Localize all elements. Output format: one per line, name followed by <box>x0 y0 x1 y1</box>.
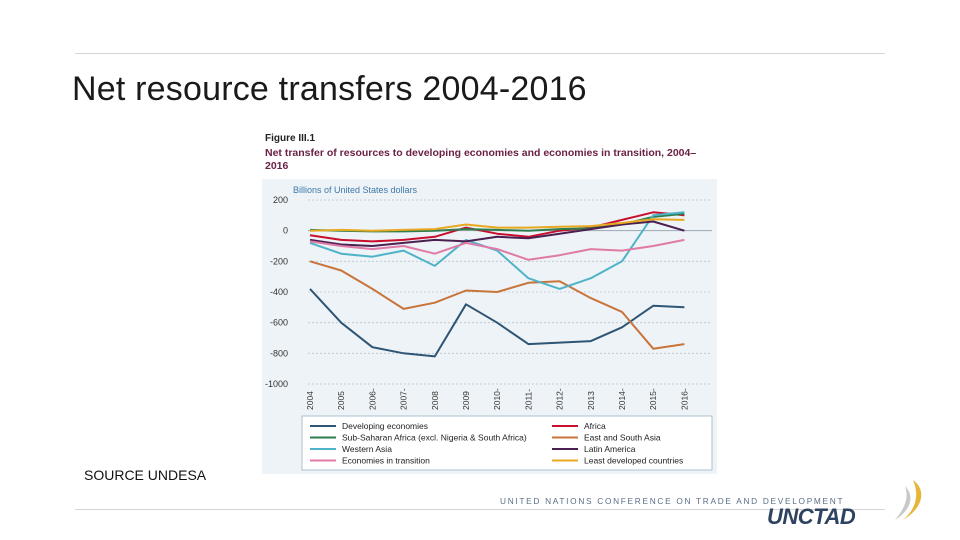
legend-entry: Africa <box>584 421 606 431</box>
series-line <box>309 211 685 290</box>
x-tick-label: 2006- <box>367 388 377 410</box>
x-tick-label: 2014- <box>617 388 627 410</box>
series-line <box>309 218 685 232</box>
legend-entry: Western Asia <box>342 444 392 454</box>
y-tick-label: 200 <box>273 195 288 205</box>
x-tick-label: 2008 <box>430 391 440 410</box>
legend-entry: Sub-Saharan Africa (excl. Nigeria & Sout… <box>342 433 527 443</box>
figure-caption: Net transfer of resources to developing … <box>265 147 697 172</box>
series-line <box>309 211 685 243</box>
legend-box <box>301 415 713 471</box>
slide-title: Net resource transfers 2004-2016 <box>72 70 587 108</box>
x-tick-label: 2012- <box>555 388 565 410</box>
y-tick-label: -200 <box>270 256 288 266</box>
y-tick-label: 0 <box>283 226 288 236</box>
y-tick-label: -1000 <box>265 379 288 389</box>
x-tick-label: 2011- <box>523 389 533 410</box>
x-tick-label: 2010- <box>492 388 502 410</box>
figure-panel: Figure III.1 Net transfer of resources t… <box>262 128 717 474</box>
x-tick-label: 2016- <box>679 388 689 410</box>
footer-org-name: UNITED NATIONS CONFERENCE ON TRADE AND D… <box>500 496 845 506</box>
series-line <box>309 220 685 247</box>
legend-entry: Economies in transition <box>342 456 430 466</box>
top-divider <box>75 53 885 54</box>
legend-entry: Latin America <box>584 444 636 454</box>
x-tick-label: 2005 <box>336 391 346 410</box>
y-tick-label: -800 <box>270 348 288 358</box>
x-tick-label: 2009 <box>461 391 471 410</box>
source-note: SOURCE UNDESA <box>84 467 207 483</box>
legend-entry: East and South Asia <box>584 433 661 443</box>
y-tick-label: -600 <box>270 318 288 328</box>
unit-label: Billions of United States dollars <box>293 185 418 195</box>
x-tick-label: 2004 <box>305 391 315 410</box>
unctad-logo-text: UNCTAD <box>767 504 856 529</box>
x-tick-label: 2013 <box>586 391 596 410</box>
figure-label: Figure III.1 <box>265 133 316 144</box>
line-chart: 200 0 -200 -400 -600 -800 -1000 2004 2005 2006- 20… <box>265 195 713 471</box>
y-tick-label: -400 <box>270 287 288 297</box>
unctad-swoosh-logo <box>895 480 922 520</box>
series-line <box>309 238 685 261</box>
bottom-divider <box>75 509 885 510</box>
legend-entry: Least developed countries <box>584 456 683 466</box>
x-tick-label: 2007- <box>399 388 409 410</box>
series-line <box>309 260 685 350</box>
x-tick-label: 2015- <box>648 388 658 410</box>
series-line <box>309 288 685 358</box>
legend-entry: Developing economies <box>342 421 428 431</box>
